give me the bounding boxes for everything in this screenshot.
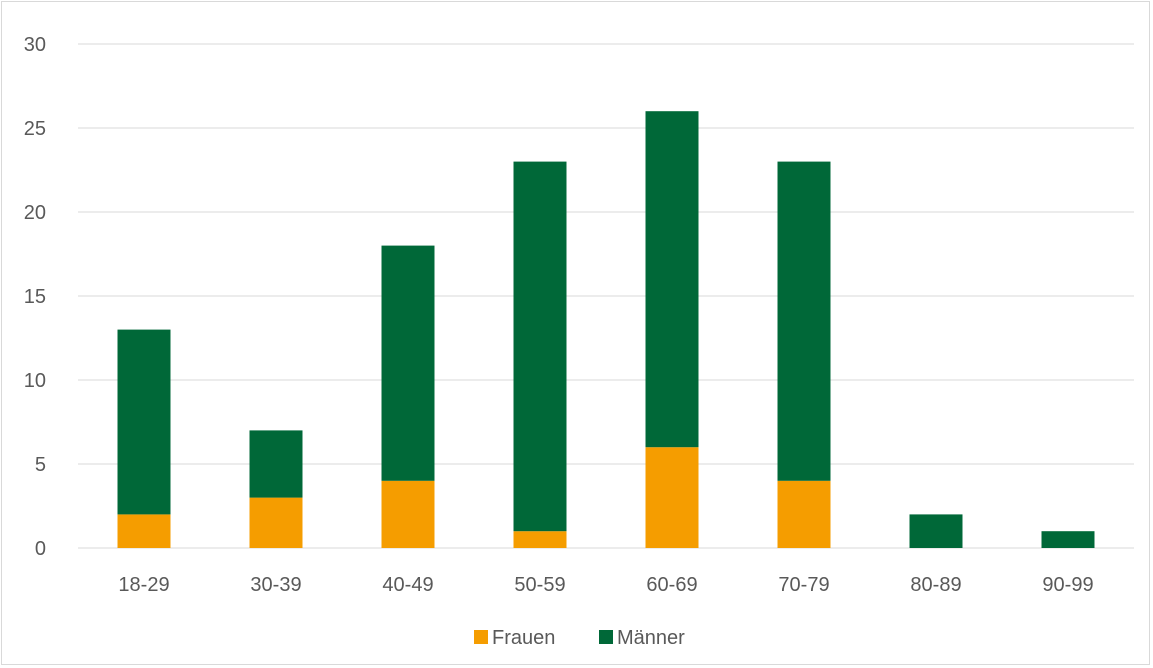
y-tick-label: 15 <box>24 286 46 308</box>
x-tick-label: 50-59 <box>514 574 565 596</box>
y-tick-label: 0 <box>35 538 46 560</box>
x-tick-label: 90-99 <box>1042 574 1093 596</box>
x-tick-label: 70-79 <box>778 574 829 596</box>
gridlines <box>78 43 1134 549</box>
bar-frauen-70-79 <box>777 480 831 548</box>
bar-m-nner-90-99 <box>1041 531 1095 548</box>
bars <box>117 111 1095 548</box>
bar-m-nner-30-39 <box>249 430 303 498</box>
bar-m-nner-60-69 <box>645 111 699 448</box>
bar-m-nner-70-79 <box>777 161 831 481</box>
x-tick-label: 18-29 <box>118 574 169 596</box>
legend-swatch <box>599 630 613 644</box>
bar-m-nner-50-59 <box>513 161 567 532</box>
legend: Frauen Männer <box>474 627 685 649</box>
legend-label: Männer <box>617 627 685 649</box>
bar-frauen-40-49 <box>381 480 435 548</box>
y-tick-label: 10 <box>24 370 46 392</box>
y-tick-label: 25 <box>24 118 46 140</box>
bar-m-nner-80-89 <box>909 514 963 548</box>
bar-frauen-60-69 <box>645 447 699 548</box>
x-tick-label: 80-89 <box>910 574 961 596</box>
legend-swatch <box>474 630 488 644</box>
x-tick-label: 60-69 <box>646 574 697 596</box>
y-tick-label: 20 <box>24 202 46 224</box>
x-tick-label: 40-49 <box>382 574 433 596</box>
legend-label: Frauen <box>492 627 555 649</box>
bar-m-nner-18-29 <box>117 329 171 515</box>
bar-frauen-30-39 <box>249 497 303 548</box>
bar-frauen-18-29 <box>117 514 171 548</box>
y-tick-label: 30 <box>24 34 46 56</box>
x-axis-ticks: 18-29 30-39 40-49 50-59 60-69 70-79 80-89 90-99 <box>118 574 1093 596</box>
x-tick-label: 30-39 <box>250 574 301 596</box>
bar-m-nner-40-49 <box>381 245 435 481</box>
y-tick-label: 5 <box>35 454 46 476</box>
y-axis-ticks: 0 5 10 15 20 25 30 <box>24 34 46 560</box>
bar-frauen-50-59 <box>513 531 567 548</box>
